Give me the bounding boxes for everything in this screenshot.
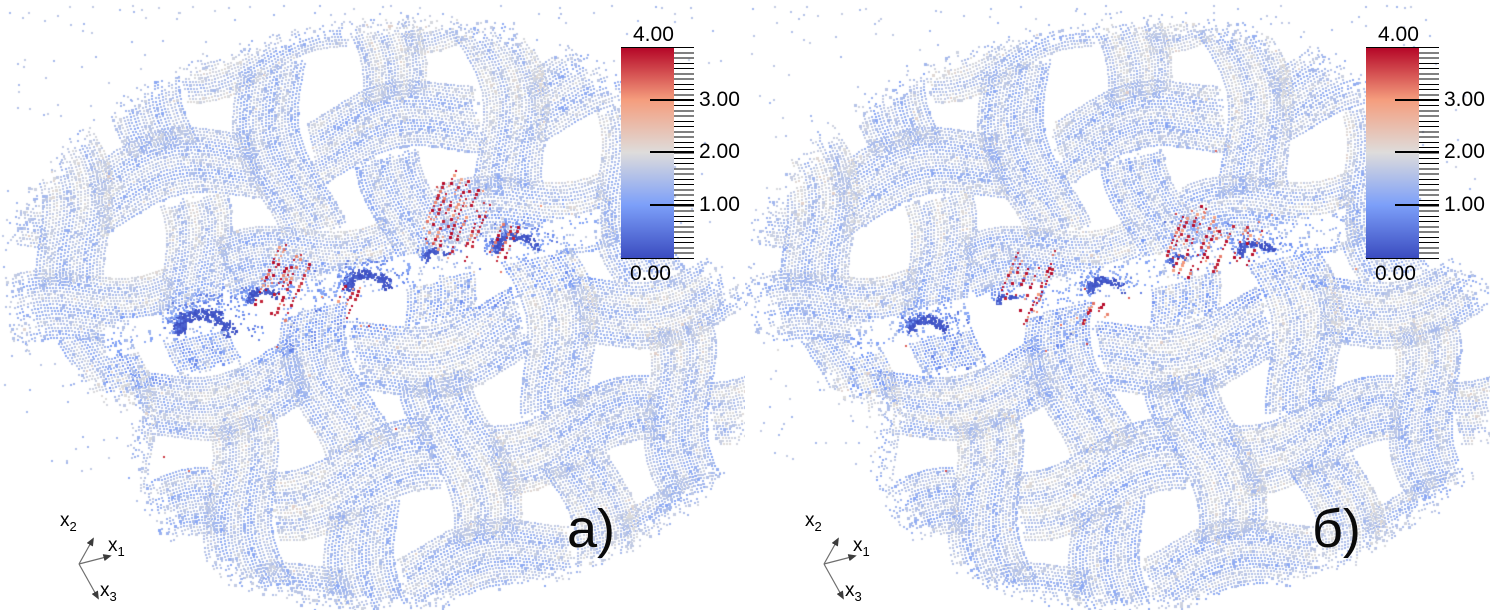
axes-triad xyxy=(78,537,112,600)
axis-arrow-x1 xyxy=(78,554,112,565)
axis-arrow-x2 xyxy=(78,537,94,565)
panel-a: 4.00 3.00 2.00 1.00 0.00 x2 x1 x3 xyxy=(0,0,745,610)
colorbar-min-label: 0.00 xyxy=(1375,262,1416,285)
colorbar-major-tick xyxy=(1395,99,1439,101)
axis-arrow-x2 xyxy=(823,537,839,565)
axis-label-x3: x3 xyxy=(845,580,862,604)
axes-triad xyxy=(823,537,857,600)
panel-label-b: б) xyxy=(1312,499,1361,559)
colorbar-min-label: 0.00 xyxy=(630,262,671,285)
axis-label-x1: x1 xyxy=(108,535,125,559)
colorbar-major-tick xyxy=(650,204,694,206)
point-cloud-view-b xyxy=(745,0,1490,610)
colorbar-tick-label: 2.00 xyxy=(699,140,740,163)
axis-label-x2: x2 xyxy=(805,510,822,534)
colorbar-major-tick xyxy=(1395,204,1439,206)
panel-label-a: а) xyxy=(567,499,616,559)
colorbar-top-tick xyxy=(621,47,694,48)
axis-arrow-x3 xyxy=(823,563,844,600)
colorbar-tick-label: 2.00 xyxy=(1444,140,1485,163)
colorbar-major-tick xyxy=(1395,151,1439,153)
colorbar: 4.00 3.00 2.00 1.00 0.00 xyxy=(1365,22,1490,290)
colorbar-tick-label: 3.00 xyxy=(699,88,740,111)
axis-label-x2: x2 xyxy=(60,510,77,534)
colorbar-top-tick xyxy=(1366,47,1439,48)
colorbar-tick-label: 1.00 xyxy=(699,193,740,216)
colorbar-tick-label: 1.00 xyxy=(1444,193,1485,216)
axis-label-x3: x3 xyxy=(100,580,117,604)
colorbar: 4.00 3.00 2.00 1.00 0.00 xyxy=(620,22,745,290)
axis-arrow-x3 xyxy=(78,563,99,600)
colorbar-bottom-tick xyxy=(1366,258,1439,259)
colorbar-max-label: 4.00 xyxy=(1378,23,1419,46)
panel-b: 4.00 3.00 2.00 1.00 0.00 x2 x1 x3 xyxy=(745,0,1490,610)
colorbar-major-tick xyxy=(650,151,694,153)
colorbar-bottom-tick xyxy=(621,258,694,259)
axis-arrow-x1 xyxy=(823,554,857,565)
colorbar-tick-label: 3.00 xyxy=(1444,88,1485,111)
colorbar-max-label: 4.00 xyxy=(633,23,674,46)
point-cloud-view-a xyxy=(0,0,745,610)
axis-label-x1: x1 xyxy=(853,535,870,559)
colorbar-major-tick xyxy=(650,99,694,101)
